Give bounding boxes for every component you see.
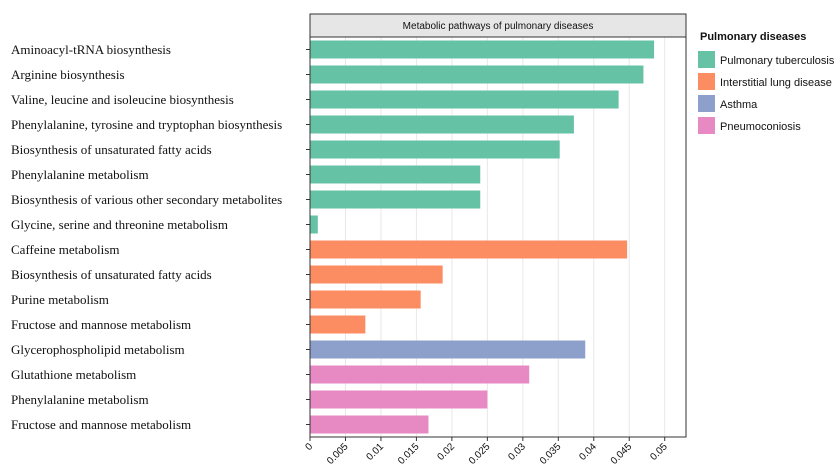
legend-label: Asthma — [720, 99, 758, 111]
bar — [310, 240, 628, 259]
legend-swatch — [698, 51, 715, 68]
category-label: Phenylalanine, tyrosine and tryptophan b… — [11, 117, 282, 132]
bar — [310, 90, 619, 109]
category-label: Valine, leucine and isoleucine biosynthe… — [11, 92, 234, 107]
legend-label: Pneumoconiosis — [720, 121, 801, 133]
chart-title: Metabolic pathways of pulmonary diseases — [403, 21, 594, 32]
category-label: Biosynthesis of various other secondary … — [11, 192, 282, 207]
legend-swatch — [698, 117, 715, 134]
legend-label: Interstitial lung disease — [720, 77, 832, 89]
x-tick-label: 0.02 — [435, 441, 457, 463]
legend: Pulmonary diseases Pulmonary tuberculosi… — [698, 31, 835, 134]
category-label: Glutathione metabolism — [11, 367, 136, 382]
bar — [310, 40, 655, 59]
category-label: Phenylalanine metabolism — [11, 392, 149, 407]
x-tick-label: 0.005 — [325, 441, 351, 466]
bar — [310, 415, 429, 434]
category-label: Purine metabolism — [11, 292, 109, 307]
bar — [310, 190, 481, 209]
x-tick-label: 0.01 — [365, 441, 387, 463]
legend-title: Pulmonary diseases — [700, 31, 806, 43]
x-tick-label: 0.015 — [396, 441, 422, 466]
category-label: Biosynthesis of unsaturated fatty acids — [11, 142, 212, 157]
category-label: Caffeine metabolism — [11, 242, 119, 257]
bar — [310, 390, 488, 409]
facet-strip: Metabolic pathways of pulmonary diseases — [309, 13, 687, 38]
bar — [310, 365, 530, 384]
bar — [310, 215, 318, 234]
category-label: Arginine biosynthesis — [11, 67, 125, 82]
x-tick-label: 0.03 — [506, 441, 528, 463]
legend-items: Pulmonary tuberculosis Interstitial lung … — [698, 51, 835, 134]
x-axis: 0 0.005 0.01 0.015 0.02 0.025 0.03 0.035 0.04 0.0… — [303, 437, 670, 466]
bar — [310, 290, 421, 309]
bar — [310, 340, 586, 359]
facet-strip-background — [309, 13, 687, 38]
category-labels: Aminoacyl-tRNA biosynthesis Arginine bios… — [11, 42, 310, 432]
x-tick-label: 0.05 — [648, 441, 670, 463]
x-tick-label: 0.04 — [577, 441, 599, 463]
plot-panel — [309, 36, 687, 438]
legend-swatch — [698, 95, 715, 112]
bar — [310, 315, 366, 334]
x-tick-label: 0.025 — [467, 441, 493, 466]
bar — [310, 115, 574, 134]
x-tick-label: 0.045 — [609, 441, 635, 466]
bar — [310, 165, 481, 184]
category-label: Fructose and mannose metabolism — [11, 317, 191, 332]
x-tick-label: 0 — [303, 441, 315, 453]
x-tick-label: 0.035 — [538, 441, 564, 466]
bar — [310, 265, 443, 284]
legend-label: Pulmonary tuberculosis — [720, 55, 835, 67]
category-label: Aminoacyl-tRNA biosynthesis — [11, 42, 171, 57]
legend-swatch — [698, 73, 715, 90]
category-label: Phenylalanine metabolism — [11, 167, 149, 182]
category-label: Glycerophospholipid metabolism — [11, 342, 185, 357]
bar — [310, 65, 644, 84]
category-label: Glycine, serine and threonine metabolism — [11, 217, 228, 232]
bars — [310, 40, 655, 434]
category-label: Biosynthesis of unsaturated fatty acids — [11, 267, 212, 282]
bar — [310, 140, 560, 159]
category-label: Fructose and mannose metabolism — [11, 417, 191, 432]
